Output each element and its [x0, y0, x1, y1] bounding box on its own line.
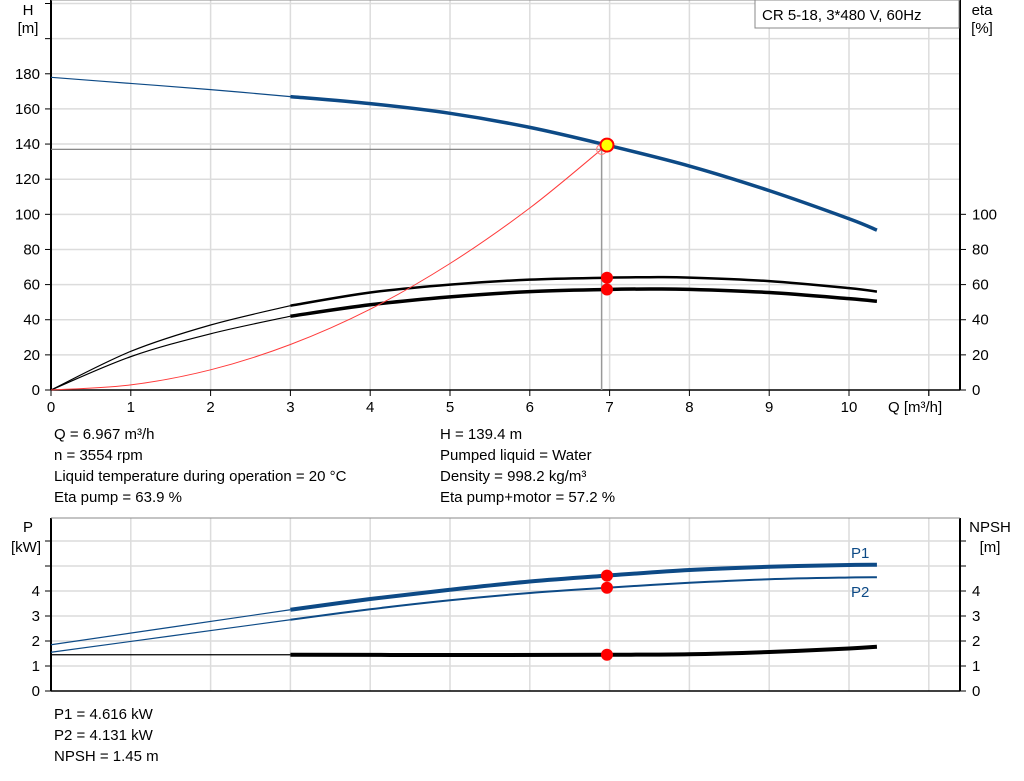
curve-P2-extrapolated — [50, 619, 291, 653]
info-right: H = 139.4 m Pumped liquid = Water Densit… — [440, 424, 615, 508]
y-tick-label: 40 — [23, 312, 40, 329]
info-eta-pump: Eta pump = 63.9 % — [54, 489, 182, 506]
curves — [50, 76, 878, 661]
power-point-marker — [600, 581, 613, 594]
y-axis-unit: [m] — [18, 20, 39, 37]
curve-P1-extrapolated — [50, 609, 291, 646]
curve-eta_pump — [290, 275, 878, 307]
bottom-grid — [50, 517, 961, 692]
p-tick-label: 1 — [32, 658, 40, 675]
p1-label: P1 — [851, 545, 869, 562]
y-tick-label: 160 — [15, 101, 40, 118]
p-tick-label: 0 — [32, 683, 40, 700]
x-tick-label: 3 — [286, 399, 294, 416]
x-tick-label: 10 — [841, 399, 858, 416]
y2-axis-title: eta — [972, 2, 994, 19]
y2-tick-label: 40 — [972, 312, 989, 329]
legend-box — [754, 0, 960, 29]
y-tick-label: 0 — [32, 382, 40, 399]
curve-H-extrapolated — [50, 76, 291, 98]
info-eta-total: Eta pump+motor = 57.2 % — [440, 489, 616, 506]
y-tick-label: 100 — [15, 206, 40, 223]
info-npsh: NPSH = 1.45 m — [54, 748, 159, 765]
p-tick-label: 3 — [32, 608, 40, 625]
eta-point-marker — [600, 283, 613, 296]
y-tick-label: 80 — [23, 241, 40, 258]
eta-point-marker — [600, 271, 613, 284]
power-point-marker — [600, 648, 613, 661]
x-axis-title: Q [m³/h] — [888, 399, 942, 416]
p-tick-label: 4 — [32, 583, 40, 600]
info-p1: P1 = 4.616 kW — [54, 706, 153, 723]
power-point-marker — [600, 569, 613, 582]
x-tick-label: 9 — [765, 399, 773, 416]
npsh-tick-label: 0 — [972, 683, 980, 700]
x-tick-label: 4 — [366, 399, 374, 416]
ticks: 0 1 2 3 4 5 6 7 8 9 100204060801001201401601800204… — [15, 3, 997, 700]
p2-label: P2 — [851, 584, 869, 601]
y2-tick-label: 20 — [972, 347, 989, 364]
x-tick-label: 8 — [685, 399, 693, 416]
curve-eta_pump-extrapolated — [50, 305, 291, 391]
info-temperature: Liquid temperature during operation = 20… — [54, 468, 347, 485]
x-tick-label: 2 — [206, 399, 214, 416]
y-tick-label: 60 — [23, 277, 40, 294]
x-tick-label: 0 — [47, 399, 55, 416]
x-tick-label: 7 — [605, 399, 613, 416]
curve-P1 — [290, 562, 877, 612]
duty-point-marker — [599, 137, 615, 153]
y2-tick-label: 100 — [972, 206, 997, 223]
info-speed: n = 3554 rpm — [54, 447, 143, 464]
npsh-axis-title: NPSH — [969, 519, 1011, 536]
curve-NPSH — [290, 644, 878, 658]
curve-H — [290, 94, 878, 232]
y-tick-label: 140 — [15, 136, 40, 153]
info-bottom: P1 = 4.616 kW P2 = 4.131 kW NPSH = 1.45 … — [54, 704, 159, 767]
npsh-tick-label: 4 — [972, 583, 980, 600]
y2-tick-label: 0 — [972, 382, 980, 399]
y-tick-label: 20 — [23, 347, 40, 364]
npsh-tick-label: 3 — [972, 608, 980, 625]
npsh-tick-label: 2 — [972, 633, 980, 650]
p-axis-title: P — [23, 519, 33, 536]
y2-tick-label: 60 — [972, 277, 989, 294]
info-p2: P2 = 4.131 kW — [54, 727, 153, 744]
y-tick-label: 180 — [15, 66, 40, 83]
x-tick-label: 1 — [127, 399, 135, 416]
y-axis-title: H — [23, 2, 34, 19]
npsh-axis-unit: [m] — [980, 539, 1001, 556]
curve-eta_total-extrapolated — [50, 315, 291, 391]
y-tick-label: 120 — [15, 171, 40, 188]
legend-title: CR 5-18, 3*480 V, 60Hz — [762, 7, 922, 24]
npsh-tick-label: 1 — [972, 658, 980, 675]
info-liquid: Pumped liquid = Water — [440, 447, 592, 464]
curve-eta_total — [290, 287, 878, 318]
p-tick-label: 2 — [32, 633, 40, 650]
x-tick-label: 5 — [446, 399, 454, 416]
info-density: Density = 998.2 kg/m³ — [440, 468, 587, 485]
y2-axis-unit: [%] — [971, 20, 993, 37]
info-left: Q = 6.967 m³/h n = 3554 rpm Liquid tempe… — [54, 424, 346, 508]
info-head: H = 139.4 m — [440, 426, 523, 443]
x-tick-label: 6 — [526, 399, 534, 416]
info-flow: Q = 6.967 m³/h — [54, 426, 155, 443]
curve-system_curve-extrapolated — [50, 148, 602, 391]
p-axis-unit: [kW] — [11, 539, 41, 556]
y2-tick-label: 80 — [972, 241, 989, 258]
